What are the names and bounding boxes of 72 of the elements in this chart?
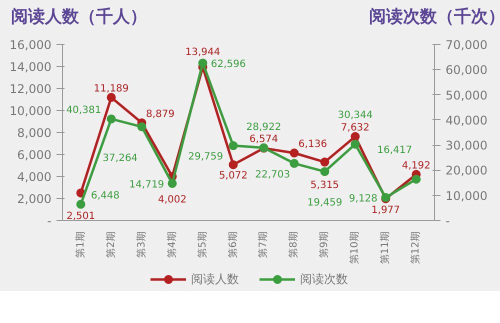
point xyxy=(228,141,238,150)
point xyxy=(350,140,360,149)
y2-tick-label: - xyxy=(446,214,450,228)
data-label: 16,417 xyxy=(377,145,412,156)
x-tick-label: 第6期 xyxy=(226,231,239,258)
y-tick-label: 14,000 xyxy=(10,60,52,74)
point xyxy=(137,122,146,132)
y-tick-label: 10,000 xyxy=(10,104,52,118)
x-tick-label: 第2期 xyxy=(104,231,117,258)
point xyxy=(228,160,238,170)
data-label: 6,448 xyxy=(90,190,120,202)
y-tick-label: 16,000 xyxy=(10,38,52,52)
data-label: 13,944 xyxy=(185,47,220,58)
x-tick-label: 第3期 xyxy=(135,231,148,258)
data-label: 11,189 xyxy=(94,83,129,94)
x-tick-label: 第10期 xyxy=(348,231,361,264)
data-label: 29,759 xyxy=(188,152,224,163)
data-label: 28,922 xyxy=(246,122,282,133)
y2-axis-title: 阅读次数（千次） xyxy=(369,6,500,29)
y2-tick-label: 50,000 xyxy=(446,88,488,102)
legend-label: 阅读人数 xyxy=(191,270,239,288)
x-tick-label: 第12期 xyxy=(410,231,422,264)
point xyxy=(290,148,299,158)
y-tick-label: 2,000 xyxy=(17,192,52,206)
point xyxy=(350,132,360,142)
data-label: 2,501 xyxy=(66,210,96,222)
data-label: 22,703 xyxy=(255,169,290,180)
x-tick-label: 第7期 xyxy=(257,231,270,258)
point xyxy=(320,158,330,167)
data-label: 4,192 xyxy=(402,160,431,172)
y-tick-label: 12,000 xyxy=(10,82,52,96)
y-tick-label: - xyxy=(47,214,52,228)
data-label: 6,136 xyxy=(298,139,328,150)
legend-label: 阅读次数 xyxy=(300,270,348,288)
y-tick-label: 4,000 xyxy=(17,170,52,184)
y-tick-label: 8,000 xyxy=(17,126,52,140)
y2-tick-label: 70,000 xyxy=(446,38,488,52)
data-label: 30,344 xyxy=(338,110,373,122)
y2-tick-label: 10,000 xyxy=(446,188,488,203)
data-label: 40,381 xyxy=(66,104,102,116)
x-tick-label: 第11期 xyxy=(379,231,392,264)
y-tick-label: 6,000 xyxy=(17,148,52,162)
data-label: 6,574 xyxy=(249,134,278,146)
x-tick-label: 第8期 xyxy=(288,231,300,258)
data-label: 37,264 xyxy=(102,152,138,164)
y2-tick-label: 40,000 xyxy=(446,113,488,128)
point xyxy=(106,114,116,124)
data-label: 7,632 xyxy=(340,122,370,134)
y2-tick-label: 20,000 xyxy=(446,164,488,178)
point xyxy=(198,58,208,68)
data-label: 14,719 xyxy=(129,179,164,190)
data-label: 5,072 xyxy=(218,170,248,182)
data-label: 19,459 xyxy=(307,198,342,209)
point xyxy=(106,92,116,102)
data-label: 9,128 xyxy=(348,194,378,205)
data-label: 5,315 xyxy=(310,180,340,192)
data-label: 8,879 xyxy=(146,108,175,120)
point xyxy=(412,174,421,184)
point xyxy=(290,158,299,168)
point xyxy=(76,200,86,209)
data-label: 4,002 xyxy=(158,194,187,206)
data-label: 1,977 xyxy=(371,204,400,216)
point xyxy=(320,167,330,176)
data-label: 62,596 xyxy=(210,59,246,70)
x-tick-label: 第4期 xyxy=(166,231,178,258)
y2-tick-label: 30,000 xyxy=(446,138,488,153)
point xyxy=(168,179,177,188)
x-tick-label: 第5期 xyxy=(196,231,208,258)
y2-tick-label: 60,000 xyxy=(446,63,488,78)
x-tick-label: 第1期 xyxy=(74,231,86,258)
y-axis-title: 阅读人数（千人） xyxy=(11,6,147,29)
x-tick-label: 第9期 xyxy=(318,231,330,258)
